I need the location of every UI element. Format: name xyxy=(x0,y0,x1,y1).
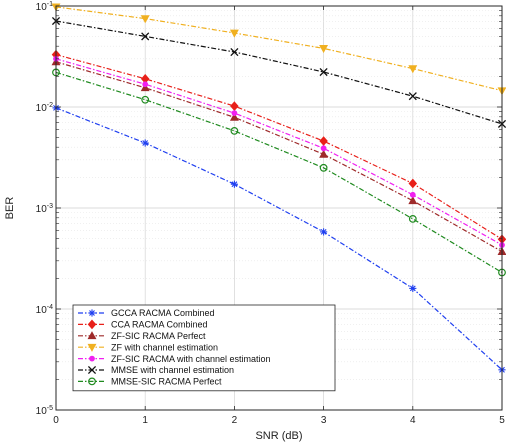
x-tick-label: 1 xyxy=(142,415,148,426)
legend-item: MMSE-SIC RACMA Perfect xyxy=(78,377,222,387)
marker-stroke xyxy=(231,181,238,188)
x-tick-label: 5 xyxy=(499,415,505,426)
data-point xyxy=(320,145,327,152)
marker-stroke xyxy=(408,92,417,101)
data-point xyxy=(230,47,239,57)
y-tick-exponent: -4 xyxy=(47,304,53,311)
series-line xyxy=(55,107,503,371)
data-point xyxy=(141,139,149,147)
data-point xyxy=(409,284,417,292)
legend-marker xyxy=(87,365,97,375)
legend-label: MMSE with channel estimation xyxy=(111,365,234,375)
y-axis-label: BER xyxy=(4,197,16,220)
data-point xyxy=(230,180,238,188)
y-tick-base: 10 xyxy=(36,204,48,215)
y-tick-base: 10 xyxy=(36,406,48,417)
data-point xyxy=(231,110,238,117)
series-line xyxy=(55,61,503,253)
series-5 xyxy=(51,16,506,128)
y-tick-label: 10-1 xyxy=(36,1,53,13)
data-point xyxy=(141,32,150,41)
legend-marker xyxy=(88,377,96,386)
y-tick-base: 10 xyxy=(36,305,48,316)
series-line xyxy=(55,58,503,246)
legend-marker xyxy=(89,355,95,362)
legend-item: MMSE with channel estimation xyxy=(78,365,234,375)
legend-label: ZF-SIC RACMA with channel estimation xyxy=(111,354,271,364)
data-point xyxy=(140,83,150,92)
legend-marker xyxy=(88,309,96,317)
marker-stroke xyxy=(142,140,149,146)
data-point xyxy=(408,214,417,223)
y-tick-label: 10-3 xyxy=(36,203,53,215)
legend-item: ZF-SIC RACMA Perfect xyxy=(78,331,206,341)
x-tick-label: 4 xyxy=(410,415,416,426)
legend-marker xyxy=(87,319,97,330)
y-tick-label: 10-5 xyxy=(36,405,53,417)
data-point xyxy=(229,112,239,121)
data-point xyxy=(319,149,329,158)
y-tick-exponent: -3 xyxy=(47,203,53,210)
marker-stroke xyxy=(230,47,239,57)
y-tick-label: 10-2 xyxy=(36,102,53,114)
legend-item: ZF-SIC RACMA with channel estimation xyxy=(78,354,271,364)
series-line xyxy=(55,71,503,274)
y-tick-label: 10-4 xyxy=(36,304,53,316)
data-point xyxy=(230,126,239,135)
marker-stroke xyxy=(409,285,416,292)
legend-item: ZF with channel estimation xyxy=(78,342,218,352)
series-line xyxy=(55,54,503,240)
marker-stroke xyxy=(141,32,150,41)
marker-stroke xyxy=(320,228,327,235)
data-point xyxy=(409,191,416,198)
data-point xyxy=(408,92,417,101)
legend-marker xyxy=(87,343,97,352)
data-point xyxy=(319,163,328,172)
marker-stroke xyxy=(319,67,328,77)
marker-stroke xyxy=(89,310,95,316)
data-point xyxy=(319,45,329,54)
y-tick-base: 10 xyxy=(36,103,48,114)
marker-stroke xyxy=(87,365,97,375)
legend-item: CCA RACMA Combined xyxy=(78,319,208,330)
legend-label: CCA RACMA Combined xyxy=(111,320,208,330)
legend-label: MMSE-SIC RACMA Perfect xyxy=(111,377,222,387)
y-tick-exponent: -2 xyxy=(47,102,53,109)
legend-box xyxy=(72,304,336,392)
data-point xyxy=(408,178,418,189)
data-point xyxy=(408,65,418,74)
y-tick-exponent: -1 xyxy=(47,1,53,8)
data-point xyxy=(408,196,418,205)
data-point xyxy=(229,29,239,38)
data-point xyxy=(320,228,328,236)
data-point xyxy=(142,81,149,88)
legend-label: GCCA RACMA Combined xyxy=(111,308,215,318)
x-axis-label: SNR (dB) xyxy=(255,430,302,442)
data-point xyxy=(140,15,150,24)
data-point xyxy=(319,67,328,77)
x-tick-label: 0 xyxy=(53,415,59,426)
series-line xyxy=(55,6,503,92)
series-line xyxy=(55,20,503,125)
legend-label: ZF with channel estimation xyxy=(111,342,218,352)
x-tick-label: 3 xyxy=(321,415,327,426)
y-tick-exponent: -5 xyxy=(47,405,53,412)
legend-label: ZF-SIC RACMA Perfect xyxy=(111,331,206,341)
x-tick-label: 2 xyxy=(232,415,238,426)
data-point xyxy=(141,95,150,104)
data-point xyxy=(319,136,328,146)
y-tick-base: 10 xyxy=(36,2,48,13)
legend-item: GCCA RACMA Combined xyxy=(78,308,215,318)
legend-marker xyxy=(87,331,97,340)
ticks: 0 1 2 3 4 510-510-410-310-210-1 xyxy=(36,1,506,426)
